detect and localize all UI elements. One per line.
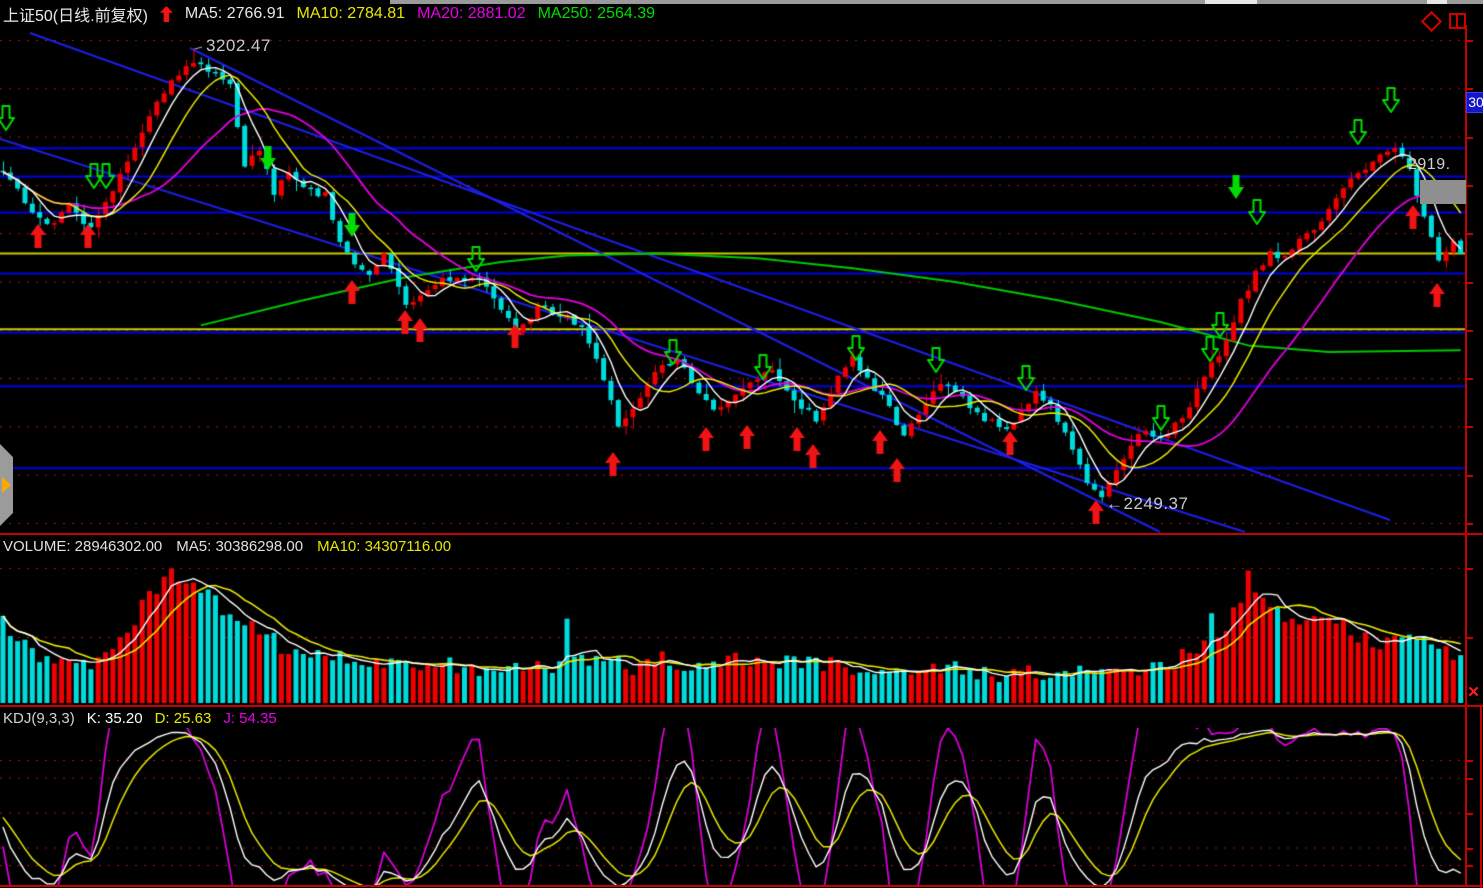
close-indicator-icon[interactable]: ×	[1468, 682, 1480, 703]
window-top-strip-highlight	[1205, 0, 1257, 4]
kdj-k-value: K: 35.20	[86, 709, 143, 727]
axis-tick	[1465, 474, 1473, 477]
price-pane-header: 上证50(日线.前复权) MA5: 2766.91 MA10: 2784.81 …	[3, 4, 656, 25]
axis-tick	[1465, 760, 1473, 762]
kdj-d-value: D: 25.63	[154, 709, 212, 727]
ma20-value: MA20: 2881.02	[417, 5, 526, 22]
ma10-value: MA10: 2784.81	[296, 5, 406, 22]
axis-tick	[1465, 426, 1473, 429]
kdj-j-value: J: 54.35	[223, 709, 277, 727]
axis-tick	[1465, 637, 1473, 639]
ma5-value: MA5: 2766.91	[184, 5, 285, 22]
kdj-pane[interactable]	[0, 728, 1483, 886]
period-badge[interactable]: 30	[1466, 92, 1483, 113]
bottom-border	[0, 885, 1483, 887]
axis-tick	[1465, 88, 1473, 91]
window-top-strip	[390, 0, 1483, 4]
price-axis[interactable]	[1465, 25, 1467, 886]
restore-window-icon[interactable]	[1449, 13, 1466, 29]
axis-tick	[1465, 281, 1473, 284]
trough-price-label: ←2249.37	[1106, 494, 1189, 513]
volume-ma10-value: MA10: 34307116.00	[317, 537, 452, 555]
expand-arrow-icon	[2, 477, 11, 493]
axis-tick	[1465, 233, 1473, 236]
axis-tick	[1465, 40, 1473, 42]
price-chart-pane[interactable]	[0, 25, 1483, 533]
trend-up-icon	[159, 6, 173, 22]
axis-tick	[1465, 378, 1473, 381]
axis-tick	[1465, 184, 1473, 187]
volume-pane-header: VOLUME: 28946302.00 MA5: 30386298.00 MA1…	[3, 537, 451, 555]
price-tag-box	[1420, 180, 1466, 204]
window-right-border	[1480, 706, 1482, 888]
axis-tick	[1465, 777, 1473, 780]
symbol-title: 上证50(日线.前复权)	[3, 8, 148, 25]
axis-tick	[1465, 523, 1473, 525]
axis-tick	[1465, 847, 1473, 850]
axis-tick	[1465, 568, 1473, 570]
volume-pane[interactable]	[0, 556, 1483, 704]
axis-tick	[1465, 812, 1473, 815]
sidebar-expand-handle[interactable]	[0, 444, 13, 526]
kdj-pane-header: KDJ(9,3,3) K: 35.20 D: 25.63 J: 54.35	[3, 709, 277, 727]
volume-ma5-value: MA5: 30386298.00	[176, 537, 304, 555]
axis-tick	[1465, 136, 1473, 139]
axis-tick	[1465, 865, 1473, 867]
current-price-tag: 2919.	[1408, 156, 1451, 173]
window-top-strip-highlight	[1427, 0, 1447, 4]
pane-splitter-kdj[interactable]	[0, 705, 1483, 707]
pane-splitter-volume[interactable]	[0, 533, 1483, 535]
volume-value: VOLUME: 28946302.00	[3, 537, 163, 555]
ma250-value: MA250: 2564.39	[537, 5, 656, 22]
axis-tick	[1465, 329, 1473, 332]
kdj-indicator-name: KDJ(9,3,3)	[3, 709, 75, 727]
peak-price-label: 3202.47	[206, 36, 271, 55]
